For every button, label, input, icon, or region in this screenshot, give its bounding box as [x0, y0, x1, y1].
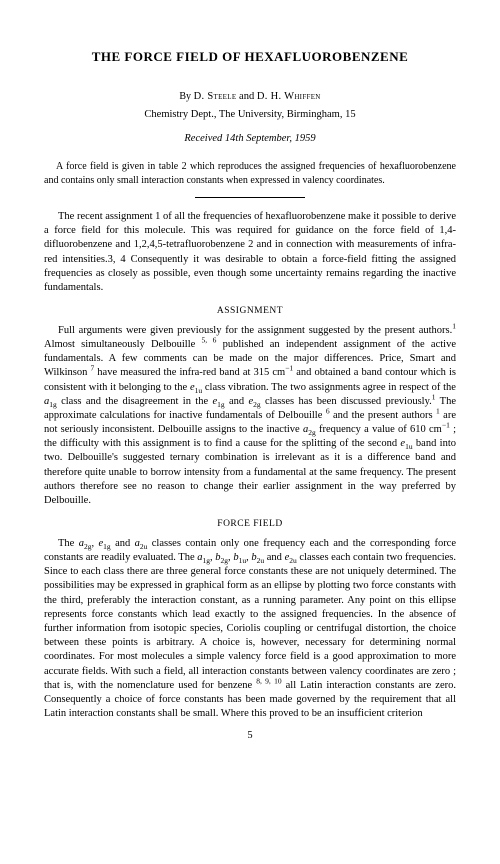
sub: 1u [239, 556, 247, 565]
intro-paragraph: The recent assignment 1 of all the frequ… [44, 210, 456, 295]
author-1: D. Steele [194, 91, 237, 102]
text: classes has been discussed previously. [261, 396, 432, 407]
author-2: D. H. Whiffen [257, 91, 321, 102]
assignment-paragraph: Full arguments were given previously for… [44, 324, 456, 508]
text: The [58, 538, 79, 549]
section-heading-assignment: ASSIGNMENT [44, 305, 456, 318]
ref: 5, 6 [202, 336, 217, 345]
sup: −1 [285, 364, 293, 373]
text: have measured the infra-red band at 315 … [94, 367, 285, 378]
text: classes each contain two frequencies. Si… [44, 552, 456, 691]
sub: 2u [289, 556, 297, 565]
sub: 1u [405, 442, 413, 451]
text: frequency a value of 610 cm [316, 424, 442, 435]
page-number: 5 [44, 729, 456, 743]
sub: 1g [103, 542, 111, 551]
sub: 1g [49, 400, 57, 409]
authors-by: By [179, 91, 191, 102]
sub: 2g [221, 556, 229, 565]
sub: 1g [203, 556, 211, 565]
authors-line: By D. Steele and D. H. Whiffen [44, 90, 456, 104]
text: and [264, 552, 284, 563]
paper-title: THE FORCE FIELD OF HEXAFLUOROBENZENE [44, 48, 456, 66]
text: and [111, 538, 135, 549]
text: Full arguments were given previously for… [58, 325, 452, 336]
received-date: Received 14th September, 1959 [44, 132, 456, 146]
sub: 2g [253, 400, 261, 409]
sub: 2g [308, 428, 316, 437]
text: class vibration. The two assignments agr… [202, 382, 456, 393]
sup: −1 [442, 421, 450, 430]
ref: 8, 9, 10 [256, 676, 281, 685]
text: Almost simultaneously Delbouille [44, 339, 202, 350]
text: and the present authors [330, 410, 436, 421]
text: and [225, 396, 249, 407]
ref: 1 [452, 321, 456, 330]
force-field-paragraph: The a2g, e1g and a2u classes contain onl… [44, 537, 456, 721]
divider [195, 197, 305, 198]
sub: 1g [217, 400, 225, 409]
affiliation: Chemistry Dept., The University, Birming… [44, 108, 456, 122]
section-heading-force-field: FORCE FIELD [44, 518, 456, 531]
text: class and the disagreement in the [57, 396, 213, 407]
abstract: A force field is given in table 2 which … [44, 160, 456, 187]
sub: 2g [84, 542, 92, 551]
authors-and: and [239, 91, 254, 102]
sub: 2u [257, 556, 265, 565]
